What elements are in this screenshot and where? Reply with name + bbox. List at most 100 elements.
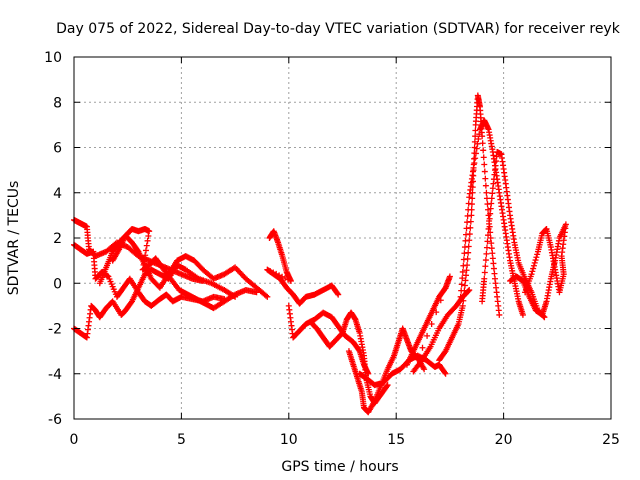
data-point: [143, 242, 150, 249]
data-point: [533, 254, 540, 261]
data-point: [461, 250, 468, 257]
data-point: [141, 257, 148, 264]
data-point: [480, 154, 487, 161]
data-point: [437, 297, 444, 304]
data-point: [482, 175, 489, 182]
data-point: [479, 140, 486, 147]
data-point: [490, 265, 497, 272]
y-tick-label: -2: [48, 322, 62, 338]
data-point: [481, 269, 488, 276]
data-point: [487, 205, 494, 212]
data-point: [144, 237, 151, 244]
y-tick-label: 8: [53, 95, 62, 111]
y-tick-label: 6: [53, 141, 62, 157]
data-point: [264, 293, 271, 300]
data-point: [142, 247, 149, 254]
data-point: [460, 292, 467, 299]
data-point: [462, 237, 469, 244]
data-point: [446, 273, 453, 280]
y-tick-label: -4: [48, 367, 62, 383]
data-point: [463, 267, 470, 274]
data-point: [483, 244, 490, 251]
data-point: [460, 256, 467, 263]
data-point: [463, 231, 470, 238]
data-point: [472, 133, 479, 140]
data-point: [471, 160, 478, 167]
data-point: [489, 190, 496, 197]
grid-layer: [74, 57, 611, 419]
data-point: [488, 240, 495, 247]
x-tick-label: 0: [70, 432, 79, 448]
data-point: [462, 277, 469, 284]
data-point: [459, 268, 466, 275]
series-sat-c: [71, 262, 239, 341]
data-point: [487, 210, 494, 217]
series-sat-f: [264, 228, 342, 307]
data-point: [481, 161, 488, 168]
data-point: [482, 263, 489, 270]
data-point: [486, 220, 493, 227]
chart-title: Day 075 of 2022, Sidereal Day-to-day VTE…: [56, 21, 621, 37]
data-point: [461, 282, 468, 289]
x-tick-label: 25: [602, 432, 620, 448]
y-tick-label: 10: [44, 50, 62, 66]
data-point: [519, 311, 526, 318]
data-point: [473, 145, 480, 152]
data-point: [442, 285, 449, 292]
data-point: [480, 147, 487, 154]
data-point: [484, 238, 491, 245]
data-point: [334, 290, 341, 297]
data-point: [487, 235, 494, 241]
data-point: [142, 252, 149, 259]
y-tick-label: 4: [53, 186, 62, 202]
data-point: [335, 291, 342, 298]
data-point: [433, 309, 440, 316]
data-point: [530, 262, 537, 269]
data-point: [463, 272, 470, 279]
series-sat-l: [436, 92, 503, 364]
series-sat-k: [403, 273, 473, 375]
data-point: [481, 168, 488, 175]
data-point: [262, 292, 269, 299]
y-tick-label: 2: [53, 231, 62, 247]
x-tick-label: 20: [495, 432, 513, 448]
data-point: [529, 268, 536, 275]
series-sat-d: [96, 232, 271, 300]
data-point: [383, 383, 390, 390]
x-tick-label: 15: [387, 432, 405, 448]
data-point: [457, 293, 464, 300]
data-point: [483, 189, 490, 196]
ticks-layer: 0 5 10 15 20 25 -6 -4 -2 0 2 4 6 8 10: [44, 50, 620, 448]
data-point: [421, 366, 428, 373]
data-point: [465, 200, 472, 207]
series-sat-m: [457, 117, 526, 318]
data-point: [464, 212, 471, 219]
data-point: [460, 297, 467, 304]
data-point: [482, 257, 489, 264]
data-point: [476, 131, 483, 138]
series-sat-e: [109, 225, 260, 312]
x-tick-label: 10: [280, 432, 298, 448]
data-point: [531, 259, 538, 266]
data-point: [475, 136, 482, 143]
data-point: [472, 150, 479, 157]
data-point: [253, 289, 260, 296]
data-point: [485, 206, 492, 213]
data-point: [146, 228, 153, 235]
data-point: [486, 215, 493, 222]
data-point: [469, 195, 476, 202]
data-point: [534, 251, 541, 258]
data-point: [489, 255, 496, 262]
data-points-layer: [71, 92, 569, 416]
data-point: [465, 206, 472, 213]
data-point: [442, 370, 449, 377]
data-point: [472, 155, 479, 162]
data-point: [461, 244, 468, 251]
series-sat-h: [307, 309, 391, 407]
x-tick-label: 5: [177, 432, 186, 448]
data-point: [463, 225, 470, 232]
data-point: [460, 262, 467, 269]
data-point: [459, 275, 466, 282]
data-point: [485, 225, 492, 232]
